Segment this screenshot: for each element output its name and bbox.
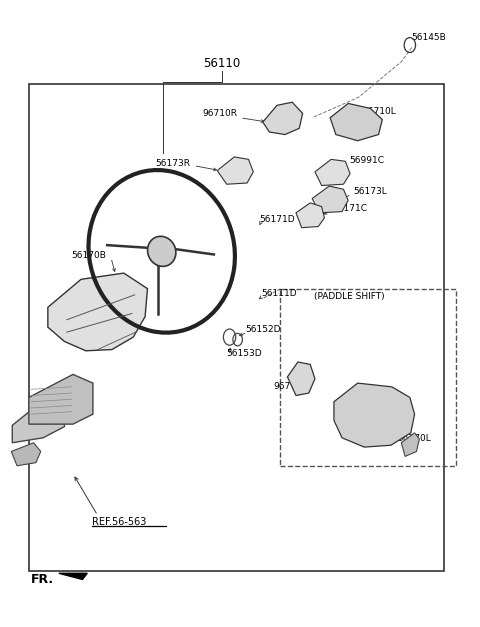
Bar bbox=[280, 288, 456, 466]
Polygon shape bbox=[312, 186, 348, 213]
Polygon shape bbox=[29, 374, 93, 424]
Polygon shape bbox=[330, 103, 383, 140]
Polygon shape bbox=[12, 401, 64, 443]
Text: 96770L: 96770L bbox=[397, 434, 431, 443]
Polygon shape bbox=[12, 443, 41, 466]
Text: 56111D: 56111D bbox=[261, 289, 297, 298]
Text: 56171D: 56171D bbox=[259, 214, 295, 224]
Text: 96710L: 96710L bbox=[362, 107, 396, 116]
Polygon shape bbox=[296, 203, 324, 228]
Polygon shape bbox=[334, 383, 415, 447]
Text: 56173R: 56173R bbox=[155, 159, 190, 167]
Bar bbox=[29, 83, 444, 571]
Text: 56145B: 56145B bbox=[412, 33, 446, 42]
Polygon shape bbox=[59, 573, 87, 579]
Text: 56110: 56110 bbox=[204, 57, 240, 70]
Text: 96710R: 96710R bbox=[203, 109, 238, 118]
Text: FR.: FR. bbox=[31, 573, 54, 586]
Polygon shape bbox=[401, 433, 420, 456]
Text: 56152D: 56152D bbox=[246, 325, 281, 334]
Text: (PADDLE SHIFT): (PADDLE SHIFT) bbox=[314, 292, 384, 300]
Polygon shape bbox=[315, 159, 350, 186]
Text: 56170B: 56170B bbox=[72, 251, 106, 260]
Polygon shape bbox=[48, 273, 147, 350]
Text: 96770R: 96770R bbox=[274, 382, 309, 391]
Polygon shape bbox=[217, 157, 253, 184]
Text: REF.56-563: REF.56-563 bbox=[92, 517, 146, 527]
Polygon shape bbox=[288, 362, 315, 396]
Text: 56173L: 56173L bbox=[353, 187, 387, 196]
Text: 56991C: 56991C bbox=[349, 156, 384, 165]
Polygon shape bbox=[263, 102, 302, 135]
Text: 56153D: 56153D bbox=[227, 349, 263, 359]
Text: 56171C: 56171C bbox=[332, 204, 367, 213]
Ellipse shape bbox=[147, 236, 176, 266]
